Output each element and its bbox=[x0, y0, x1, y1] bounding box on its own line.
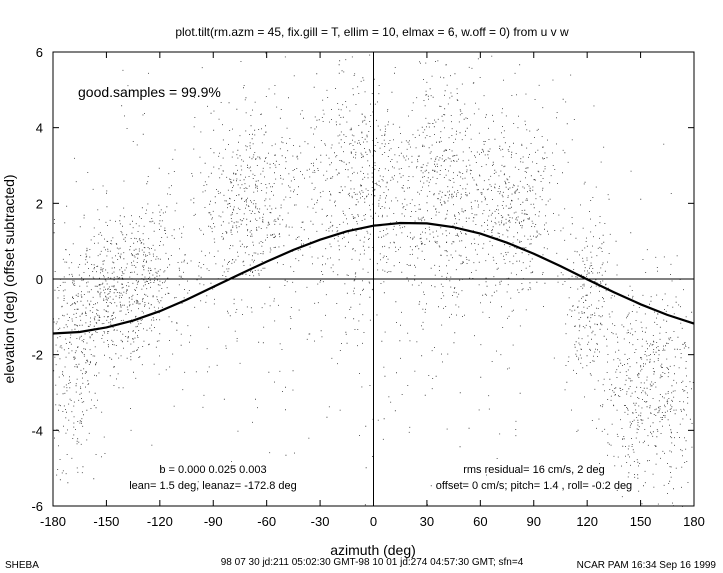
x-tick-label: 60 bbox=[473, 514, 487, 529]
x-axis-label: azimuth (deg) bbox=[330, 542, 416, 558]
x-tick-label: 0 bbox=[370, 514, 377, 529]
x-tick-label: -30 bbox=[311, 514, 330, 529]
y-tick-label: -6 bbox=[31, 499, 43, 514]
x-tick-label: 90 bbox=[527, 514, 541, 529]
coefficients-annotation: b = 0.000 0.025 0.003 bbox=[159, 464, 266, 476]
x-tick-label: 180 bbox=[683, 514, 705, 529]
y-tick-label: 2 bbox=[36, 196, 43, 211]
x-tick-label: 30 bbox=[420, 514, 434, 529]
y-tick-label: 0 bbox=[36, 272, 43, 287]
y-tick-label: -2 bbox=[31, 348, 43, 363]
rms-annotation: rms residual= 16 cm/s, 2 deg bbox=[463, 464, 605, 476]
x-axis: -180 -150 -120 -90 -60 -30 0 30 60 90 120 150 180 bbox=[40, 52, 705, 529]
footer-time-range: 98 07 30 jd:211 05:02:30 GMT-98 10 01 jd… bbox=[221, 557, 524, 568]
footer-site: SHEBA bbox=[5, 560, 39, 571]
x-tick-label: -120 bbox=[147, 514, 173, 529]
plot-area bbox=[52, 51, 695, 507]
x-tick-label: 150 bbox=[630, 514, 652, 529]
offset-annotation: offset= 0 cm/s; pitch= 1.4 , roll= -0.2 … bbox=[436, 480, 632, 492]
y-axis-label: elevation (deg) (offset subtracted) bbox=[1, 174, 17, 383]
y-axis: -6 -4 -2 0 2 4 6 bbox=[31, 45, 694, 514]
chart-title: plot.tilt(rm.azm = 45, fix.gill = T, ell… bbox=[175, 25, 569, 39]
x-tick-label: 120 bbox=[576, 514, 598, 529]
footer-credit: NCAR PAM 16:34 Sep 16 1999 bbox=[577, 560, 717, 571]
good-samples-annotation: good.samples = 99.9% bbox=[78, 84, 221, 100]
x-tick-label: -150 bbox=[93, 514, 119, 529]
x-tick-label: -180 bbox=[40, 514, 66, 529]
lean-annotation: lean= 1.5 deg, leanaz= -172.8 deg bbox=[129, 480, 297, 492]
x-tick-label: -60 bbox=[257, 514, 276, 529]
y-tick-label: 6 bbox=[36, 45, 43, 60]
x-tick-label: -90 bbox=[204, 514, 223, 529]
y-tick-label: 4 bbox=[36, 121, 43, 136]
y-tick-label: -4 bbox=[31, 423, 43, 438]
